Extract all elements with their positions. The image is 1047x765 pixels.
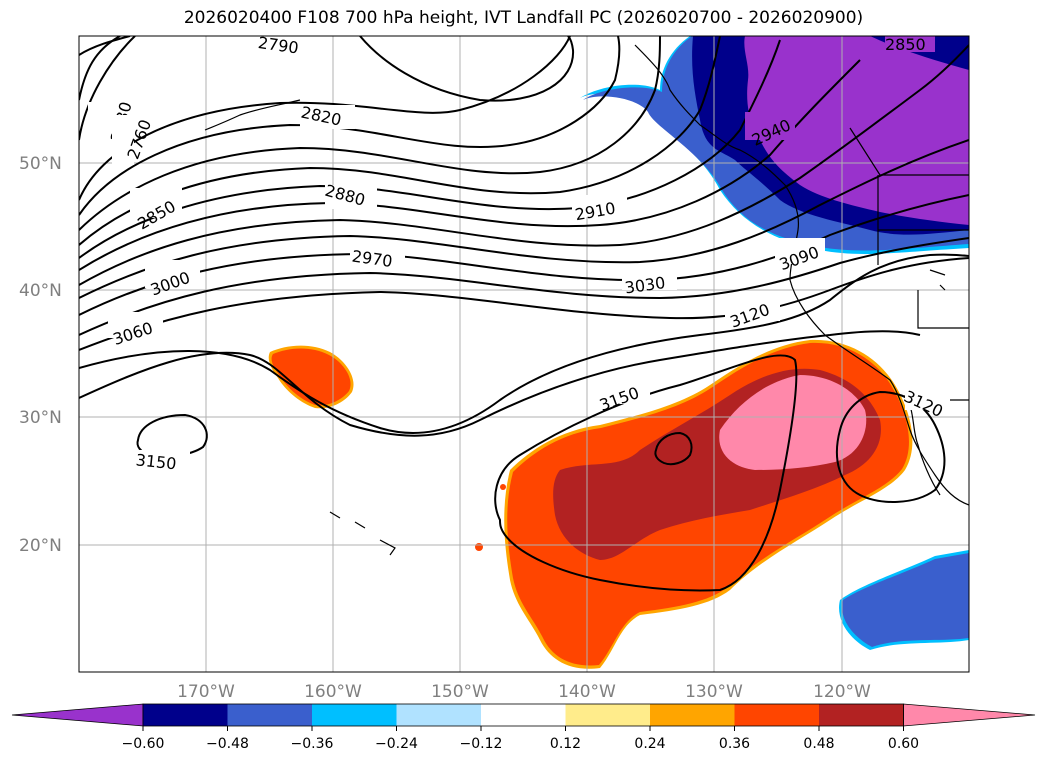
colorbar-segment xyxy=(396,704,482,726)
lon-tick-label: 120°W xyxy=(813,682,871,702)
lat-tick-labels: 50°N 40°N 30°N 20°N xyxy=(19,154,62,556)
height-contours xyxy=(79,36,969,592)
lon-tick-label: 150°W xyxy=(431,682,489,702)
lon-tick-label: 170°W xyxy=(177,682,235,702)
map-title: 2026020400 F108 700 hPa height, IVT Land… xyxy=(183,8,864,28)
lat-tick-label: 40°N xyxy=(19,281,62,301)
contour-label: 2850 xyxy=(885,35,926,54)
colorbar-segment xyxy=(565,704,651,726)
colorbar-segment xyxy=(312,704,397,726)
negative-fill-region xyxy=(580,36,969,650)
lat-tick-label: 30°N xyxy=(19,408,62,428)
colorbar-tick-label: −0.48 xyxy=(206,736,249,752)
colorbar-tick-label: 0.36 xyxy=(719,736,750,752)
colorbar-tick-label: −0.36 xyxy=(291,736,334,752)
lon-tick-labels: 170°W 160°W 150°W 140°W 130°W 120°W xyxy=(177,682,871,702)
contour-label: 3150 xyxy=(135,450,177,473)
lat-tick-label: 20°N xyxy=(19,536,62,556)
colorbar-segment xyxy=(650,704,735,726)
colorbar-extend-low xyxy=(11,703,144,727)
colorbar: −0.60 −0.48 −0.36 −0.24 −0.12 0.12 0.24 0.36 0.4… xyxy=(11,703,1036,752)
colorbar-tick-label: −0.12 xyxy=(460,736,503,752)
colorbar-border xyxy=(142,703,904,727)
colorbar-segment xyxy=(734,704,820,726)
colorbar-tick-label: 0.60 xyxy=(888,736,919,752)
plot-area: 2790 2730 2760 2820 2850 2850 2880 2910 … xyxy=(79,33,969,672)
colorbar-segment xyxy=(481,704,566,726)
colorbar-tick-label: 0.48 xyxy=(803,736,834,752)
colorbar-segment xyxy=(227,704,313,726)
lon-tick-label: 160°W xyxy=(304,682,362,702)
colorbar-tick-label: −0.60 xyxy=(122,736,165,752)
colorbar-segment xyxy=(143,704,228,726)
plot-border xyxy=(78,35,970,673)
colorbar-tick-label: 0.12 xyxy=(550,736,581,752)
contour-label: 2790 xyxy=(257,33,300,57)
colorbar-segment xyxy=(819,704,904,726)
colorbar-tick-label: 0.24 xyxy=(634,736,665,752)
colorbar-tick-label: −0.24 xyxy=(375,736,418,752)
lon-tick-label: 130°W xyxy=(685,682,743,702)
lat-tick-label: 50°N xyxy=(19,154,62,174)
colorbar-extend-high xyxy=(903,703,1036,727)
lon-tick-label: 140°W xyxy=(558,682,616,702)
